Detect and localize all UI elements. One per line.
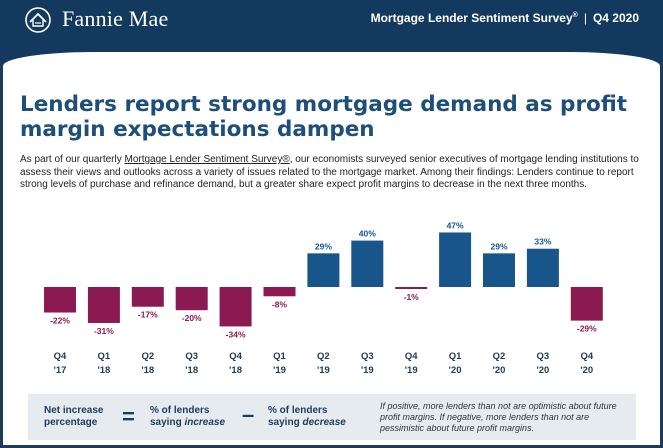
legend-term-line2: percentage <box>44 417 98 428</box>
net-profit-margin-bar-chart: -22% Q4 '17 -31% Q1 '18 -17% Q2 '18 -20% Q3 '18 -34%… <box>44 220 603 376</box>
x-tick-quarter-11: Q3 <box>537 351 550 362</box>
data-label-5: -8% <box>272 299 288 309</box>
data-label-7: 40% <box>359 229 376 239</box>
legend-increase-em: increase <box>184 417 226 428</box>
x-tick-year-6: '19 <box>317 365 330 376</box>
x-tick-year-8: '19 <box>405 365 418 376</box>
legend-decrease-line1: % of lenders <box>268 405 328 416</box>
data-label-9: 47% <box>447 220 464 230</box>
x-tick-year-3: '18 <box>185 365 198 376</box>
page-headline: Lenders report strong mortgage demand as… <box>20 92 628 142</box>
legend-term: Net increase percentage <box>44 405 103 429</box>
x-tick-quarter-5: Q1 <box>273 351 286 362</box>
survey-period: Q4 2020 <box>592 11 639 25</box>
bar-11 <box>526 248 559 287</box>
bar-12 <box>570 287 603 321</box>
x-tick-year-12: '20 <box>580 365 593 376</box>
x-tick-quarter-12: Q4 <box>580 351 593 362</box>
data-label-6: 29% <box>315 241 332 251</box>
bar-5 <box>263 287 296 297</box>
data-label-11: 33% <box>534 237 551 247</box>
bar-0 <box>44 287 76 313</box>
bar-1 <box>87 287 120 323</box>
data-label-0: -22% <box>50 316 70 326</box>
x-tick-year-7: '19 <box>361 365 374 376</box>
data-label-10: 29% <box>490 241 507 251</box>
x-tick-year-1: '18 <box>97 365 110 376</box>
bar-8 <box>395 287 428 289</box>
data-label-3: -20% <box>182 313 202 323</box>
bar-6 <box>307 253 340 287</box>
data-label-1: -31% <box>94 326 114 336</box>
data-label-2: -17% <box>138 310 158 320</box>
x-tick-quarter-10: Q2 <box>493 351 506 362</box>
legend-increase-line2: saying increase <box>150 417 225 429</box>
legend-decrease-line2: saying decrease <box>268 417 346 429</box>
bar-4 <box>219 287 252 327</box>
intro-paragraph: As part of our quarterly Mortgage Lender… <box>20 154 650 192</box>
survey-link[interactable]: Mortgage Lender Sentiment Survey® <box>124 154 290 165</box>
intro-after: , our economists surveyed senior executi… <box>20 154 639 190</box>
legend-decrease-em: decrease <box>302 417 346 428</box>
data-label-12: -29% <box>577 324 597 334</box>
x-tick-quarter-7: Q3 <box>361 351 374 362</box>
bar-9 <box>439 232 472 287</box>
x-tick-quarter-3: Q3 <box>185 351 198 362</box>
x-tick-year-2: '18 <box>141 365 154 376</box>
legend-note: If positive, more lenders than not are o… <box>380 401 617 433</box>
intro-before: As part of our quarterly <box>20 154 125 165</box>
legend-term-line1: Net increase <box>44 405 104 416</box>
bar-10 <box>483 253 515 287</box>
legend-decrease-prefix: saying <box>268 417 303 428</box>
data-label-4: -34% <box>226 329 246 339</box>
legend-increase: % of lenders saying increase <box>150 405 225 429</box>
legend-minus: – <box>242 402 255 427</box>
x-tick-year-4: '18 <box>229 365 242 376</box>
x-tick-year-0: '17 <box>54 365 67 376</box>
title-separator: | <box>583 11 587 25</box>
x-tick-quarter-8: Q4 <box>405 351 418 362</box>
survey-title: Mortgage Lender Sentiment Survey® | Q4 202… <box>371 11 639 25</box>
content-card <box>3 52 660 445</box>
bar-7 <box>351 240 384 287</box>
legend-increase-prefix: saying <box>150 417 185 428</box>
survey-name: Mortgage Lender Sentiment Survey <box>370 11 573 25</box>
header: Fannie Mae Mortgage Lender Sentiment Sur… <box>0 0 663 62</box>
x-tick-year-10: '20 <box>493 365 506 376</box>
x-tick-year-11: '20 <box>536 365 549 376</box>
legend-decrease: % of lenders saying decrease <box>268 405 346 429</box>
bar-3 <box>175 287 208 311</box>
x-tick-quarter-0: Q4 <box>54 351 67 362</box>
x-tick-year-9: '20 <box>449 365 462 376</box>
data-label-8: -1% <box>404 292 420 302</box>
x-tick-quarter-1: Q1 <box>98 351 111 362</box>
legend-increase-line1: % of lenders <box>150 405 210 416</box>
fannie-mae-house-icon <box>25 7 51 33</box>
registered-mark: ® <box>572 12 578 19</box>
brand-logo-text: Fannie Mae <box>62 6 169 31</box>
x-tick-quarter-6: Q2 <box>317 351 330 362</box>
x-tick-quarter-9: Q1 <box>449 351 462 362</box>
bar-2 <box>131 287 164 307</box>
x-tick-year-5: '19 <box>273 365 286 376</box>
legend-box: Net increase percentage = % of lenders s… <box>28 394 636 440</box>
legend-equals: = <box>122 404 135 429</box>
x-tick-quarter-4: Q4 <box>229 351 242 362</box>
x-tick-quarter-2: Q2 <box>141 351 154 362</box>
